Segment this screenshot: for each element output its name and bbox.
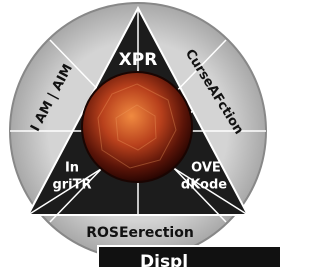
label: OVE [191, 161, 221, 176]
label: griTR [52, 178, 91, 193]
label: XPR [119, 50, 158, 70]
label: dKode [181, 178, 227, 193]
label: ROSEerection [86, 225, 194, 241]
page: XPR CurseAFction I AM | AIM In griTR OVE… [0, 0, 280, 267]
footer-text[interactable]: Displ [140, 252, 188, 267]
label: In [65, 161, 79, 176]
footer-box[interactable] [98, 246, 280, 267]
emblem: XPR CurseAFction I AM | AIM In griTR OVE… [0, 0, 280, 267]
